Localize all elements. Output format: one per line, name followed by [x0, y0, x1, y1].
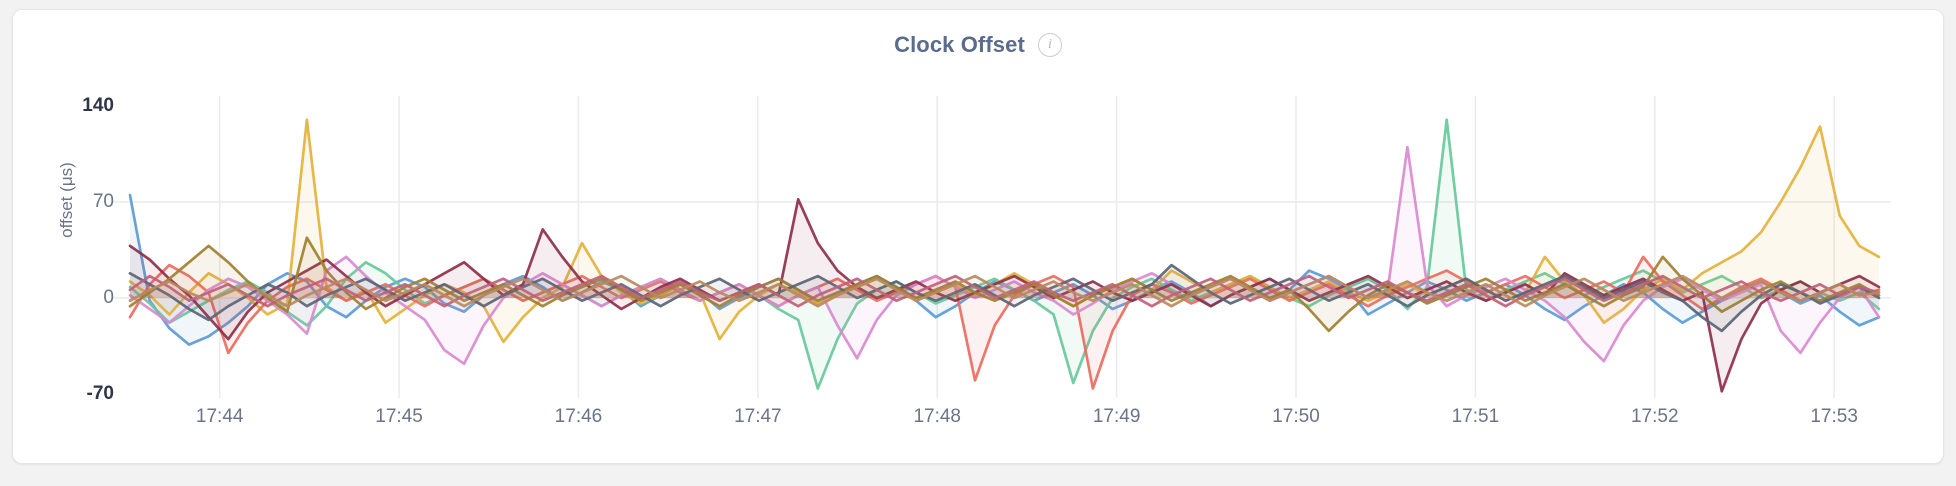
series-line[interactable] — [128, 236, 1881, 333]
series-area — [130, 265, 1879, 331]
chart-area: offset (μs) 140 70 0 -70 17:44 17:45 17:46 17:… — [13, 10, 1943, 463]
series-line[interactable] — [128, 118, 1881, 390]
card-header: Clock Offset i — [13, 32, 1943, 58]
series-area — [130, 276, 1879, 307]
info-circle-icon[interactable]: i — [1037, 33, 1062, 57]
x-tick-label: 17:47 — [734, 406, 782, 427]
y-tick-label: 0 — [103, 287, 114, 308]
series-line[interactable] — [128, 274, 1881, 308]
y-tick-label: 140 — [82, 95, 114, 116]
x-tick-label: 17:50 — [1272, 406, 1320, 427]
clock-offset-card: Clock Offset i offset (μs) 140 70 0 -70 17:… — [12, 9, 1944, 464]
series-area — [130, 147, 1879, 364]
series-area — [130, 119, 1879, 389]
page-title: Clock Offset — [894, 32, 1025, 57]
x-tick-label: 17:52 — [1630, 406, 1679, 427]
x-tick-label: 17:49 — [1092, 406, 1141, 427]
x-tick-label: 17:46 — [554, 406, 603, 427]
y-tick-label: -70 — [86, 383, 114, 404]
x-tick-label: 17:53 — [1810, 406, 1858, 427]
x-tick-label: 17:45 — [375, 406, 423, 427]
line-chart-svg — [112, 96, 1891, 398]
y-tick-label: 70 — [92, 191, 114, 212]
x-tick-label: 17:48 — [913, 406, 961, 427]
x-tick-label: 17:51 — [1451, 406, 1500, 427]
series-line[interactable] — [128, 145, 1881, 366]
x-tick-label: 17:44 — [195, 406, 244, 427]
